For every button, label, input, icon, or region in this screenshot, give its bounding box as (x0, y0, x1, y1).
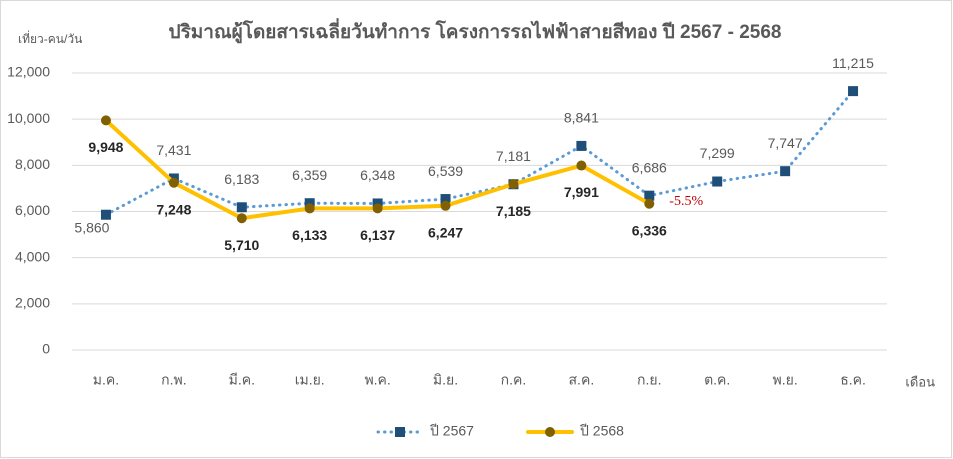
data-label: 6,183 (224, 171, 259, 187)
marker (576, 140, 587, 151)
marker (304, 198, 315, 209)
marker (712, 176, 723, 187)
y-tick-label: 4,000 (15, 248, 50, 264)
chart-title: ปริมาณผู้โดยสารเฉลี่ยวันทำการ โครงการรถไ… (169, 18, 782, 44)
data-label: 6,137 (360, 227, 395, 243)
marker (576, 160, 587, 171)
marker (440, 200, 451, 211)
marker (100, 209, 111, 220)
x-axis-label: เดือน (905, 374, 935, 389)
y-axis-label: เที่ยว-คน/วัน (18, 30, 82, 46)
x-tick-label: ก.พ. (161, 372, 186, 388)
marker (440, 194, 451, 205)
data-label: 6,247 (428, 225, 463, 241)
legend-label: ปี 2568 (580, 423, 625, 439)
x-tick-label: ต.ค. (704, 372, 730, 388)
data-label: 9,948 (88, 139, 123, 155)
data-label: 6,686 (632, 159, 667, 175)
marker (644, 190, 655, 201)
data-label: 7,747 (768, 135, 803, 151)
data-label: 6,133 (292, 227, 327, 243)
data-label: 5,710 (224, 237, 259, 253)
marker (100, 115, 111, 126)
marker (372, 203, 383, 214)
data-label: 7,991 (564, 184, 599, 200)
x-tick-label: พ.ย. (773, 372, 798, 388)
data-label: 7,185 (496, 203, 531, 219)
data-label: 6,359 (292, 167, 327, 183)
x-tick-label: ส.ค. (569, 372, 595, 388)
x-tick-label: ม.ค. (93, 372, 119, 388)
y-tick-label: 8,000 (15, 156, 50, 172)
marker (168, 177, 179, 188)
x-tick-label: ก.ย. (637, 372, 661, 388)
annotation: -5.5% (669, 194, 703, 209)
y-tick-label: 2,000 (15, 295, 50, 311)
series-line (104, 89, 855, 217)
data-label: 6,348 (360, 167, 395, 183)
legend-label: ปี 2567 (430, 423, 475, 439)
data-label: 7,431 (156, 142, 191, 158)
marker (848, 86, 859, 97)
data-label: 7,299 (700, 145, 735, 161)
data-label: 8,841 (564, 110, 599, 126)
data-label: 11,215 (832, 55, 874, 71)
y-tick-label: 0 (42, 341, 50, 357)
legend-marker (545, 427, 555, 437)
data-label: 5,860 (74, 219, 109, 235)
data-label: 6,336 (632, 222, 667, 238)
marker (508, 179, 519, 190)
marker (304, 203, 315, 214)
y-tick-label: 12,000 (7, 64, 50, 80)
marker (236, 213, 247, 224)
marker (780, 166, 791, 177)
x-tick-label: มิ.ย. (433, 372, 458, 388)
x-tick-label: มี.ค. (229, 372, 255, 388)
x-tick-label: พ.ค. (364, 372, 390, 388)
x-tick-label: ธ.ค. (840, 372, 866, 388)
x-tick-label: ก.ค. (501, 372, 527, 388)
y-tick-label: 10,000 (7, 110, 50, 126)
data-label: 7,248 (156, 201, 191, 217)
marker (644, 198, 655, 209)
data-label: 7,181 (496, 148, 531, 164)
marker (236, 202, 247, 213)
x-tick-label: เม.ย. (295, 372, 325, 388)
legend-marker (395, 427, 405, 437)
y-tick-label: 6,000 (15, 202, 50, 218)
data-label: 6,539 (428, 163, 463, 179)
